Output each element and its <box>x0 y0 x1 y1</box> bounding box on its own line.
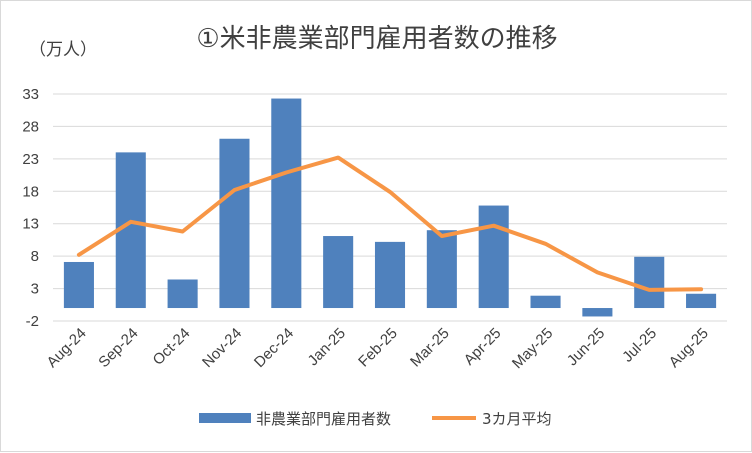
bar-series <box>63 98 717 317</box>
x-tick-label: Aug-24 <box>44 325 90 371</box>
x-tick-label: Apr-25 <box>461 325 505 369</box>
x-tick-label: Jan-25 <box>305 325 349 369</box>
x-axis: Aug-24 Sep-24 Oct-24 Nov-24 Dec-24 Jan-25 Feb-… <box>44 325 712 372</box>
y-tick-label: -2 <box>26 313 39 330</box>
y-axis: -2 3 8 13 18 23 28 33 <box>22 86 39 330</box>
x-tick-label: Dec-24 <box>251 325 297 371</box>
y-tick-label: 33 <box>22 86 39 103</box>
y-tick-label: 13 <box>22 216 39 233</box>
y-tick-label: 8 <box>31 248 39 265</box>
bar <box>167 279 198 309</box>
bar <box>686 293 717 309</box>
legend-label-bars: 非農業部門雇用者数 <box>256 410 391 428</box>
x-tick-label: Jul-25 <box>619 325 660 366</box>
bar <box>530 295 561 309</box>
bar <box>63 261 94 309</box>
chart-title: ①米非農業部門雇用者数の推移 <box>196 24 557 54</box>
x-tick-label: Oct-24 <box>150 325 194 369</box>
x-tick-label: Sep-24 <box>95 325 141 371</box>
x-tick-label: Aug-25 <box>666 325 712 371</box>
bar <box>634 256 665 309</box>
legend-swatch-bars <box>199 413 251 423</box>
x-tick-label: Mar-25 <box>407 325 453 371</box>
y-tick-label: 3 <box>31 281 39 298</box>
bar <box>219 138 250 309</box>
line-series <box>76 155 704 292</box>
bar <box>478 205 509 309</box>
bar <box>271 98 302 309</box>
legend: 非農業部門雇用者数 3カ月平均 <box>199 410 552 428</box>
y-unit-label: （万人） <box>29 40 97 60</box>
series-line <box>76 155 704 292</box>
x-tick-label: Feb-25 <box>355 325 401 371</box>
bar <box>323 236 354 309</box>
x-tick-label: Nov-24 <box>199 325 245 371</box>
y-tick-label: 18 <box>22 183 39 200</box>
x-tick-label: May-25 <box>509 325 556 372</box>
y-tick-label: 23 <box>22 151 39 168</box>
y-tick-label: 28 <box>22 118 39 135</box>
x-tick-label: Jun-25 <box>564 325 608 369</box>
bar <box>374 241 406 309</box>
bar <box>426 230 457 309</box>
bar <box>582 308 613 317</box>
legend-label-line: 3カ月平均 <box>482 410 552 428</box>
